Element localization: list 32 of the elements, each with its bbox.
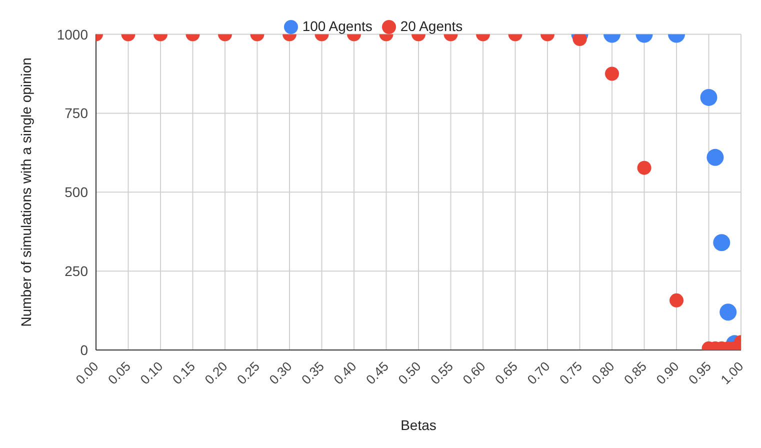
x-tick-label: 0.50	[395, 358, 424, 388]
x-tick-label: 0.65	[492, 358, 521, 388]
y-tick-label: 1000	[56, 26, 88, 42]
x-tick-label: 0.25	[234, 358, 263, 388]
x-tick-label: 0.90	[653, 358, 682, 388]
x-tick-label: 0.35	[298, 358, 328, 388]
x-tick-label: 0.75	[556, 358, 586, 388]
x-tick-label: 0.05	[105, 358, 134, 388]
x-tick-label: 0.45	[363, 358, 392, 388]
y-tick-label: 0	[80, 342, 88, 358]
x-tick-label: 0.80	[588, 358, 618, 388]
y-axis-title: Number of simulations with a single opinion	[18, 58, 34, 327]
x-tick-label: 0.60	[460, 358, 488, 388]
y-tick-label: 250	[64, 263, 88, 280]
x-tick-label: 0.20	[202, 358, 230, 388]
x-tick-label: 0.85	[621, 358, 650, 388]
point	[637, 160, 652, 175]
x-tick-label: 0.40	[330, 358, 360, 388]
x-axis-title: Betas	[400, 417, 436, 433]
y-tick-label: 750	[64, 105, 88, 122]
x-tick-label: 0.95	[686, 358, 714, 388]
x-tick-label: 0.15	[170, 358, 198, 388]
x-tick-label: 0.00	[72, 358, 102, 388]
x-tick-label: 0.10	[137, 358, 166, 388]
legend-label: 100 Agents	[302, 18, 372, 34]
y-tick-label: 500	[64, 184, 88, 200]
point	[713, 234, 730, 252]
legend-label: 20 Agents	[400, 18, 463, 34]
point	[706, 148, 724, 166]
x-tick-label: 0.55	[428, 358, 456, 388]
x-tick-label: 0.70	[524, 358, 553, 388]
x-tick-label: 0.30	[266, 358, 295, 388]
